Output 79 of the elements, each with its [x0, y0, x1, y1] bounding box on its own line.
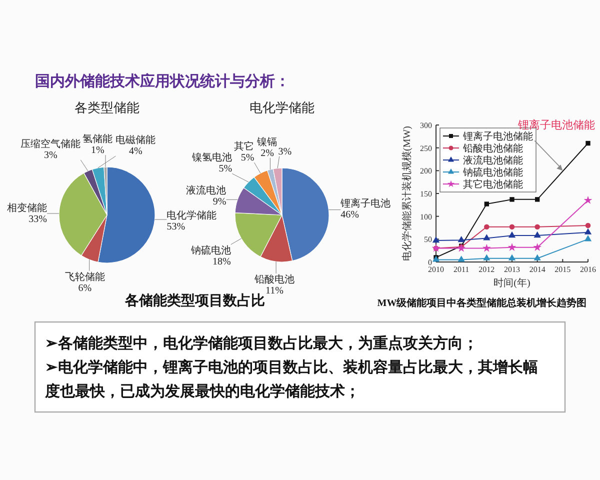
y-axis-title: 电化学储能累计装机规模(MW) — [401, 126, 413, 261]
data-label: 53% — [166, 222, 186, 233]
text: 各储能类型项目数占比 — [124, 293, 265, 309]
legend-label: 液流电池储能 — [463, 154, 523, 166]
text: ➢电化学储能中，锂离子电池的项目数占比、装机容量占比最大，其增长幅度也最快，已成为发展最快的电化学储能技术； — [44, 358, 538, 400]
data-label: 46% — [340, 209, 359, 220]
point — [510, 197, 514, 202]
legend-label: 铅酸电池储能 — [462, 142, 523, 154]
x-tick-label: 2015 — [554, 265, 571, 274]
data-label: 11% — [266, 286, 284, 297]
point — [509, 224, 515, 230]
annotation: 锂离子电池储能 — [517, 118, 596, 132]
x-tick-label: 2014 — [529, 265, 546, 274]
point — [534, 254, 541, 260]
data-label: 33% — [28, 214, 48, 226]
slice-label: 其它 — [234, 140, 254, 153]
point — [534, 224, 540, 230]
text: 国内外储能技术应用状况统计与分析： — [35, 72, 290, 90]
slice-label: 镍镉 — [256, 136, 278, 148]
point — [508, 254, 516, 260]
y-tick-label: 250 — [420, 144, 432, 153]
data-label: 5% — [218, 164, 232, 175]
text: MW级储能项目中各类型储能总装机增长趋势图 — [377, 297, 587, 309]
y-tick-label: 100 — [420, 212, 432, 222]
point — [483, 234, 490, 240]
legend-label: 钠硫电池储能 — [462, 166, 523, 178]
data-label: 3% — [44, 150, 58, 161]
point — [584, 235, 592, 242]
chart-title: 各类型储能 — [74, 100, 140, 115]
slice-label: 镍氢电池 — [191, 152, 232, 164]
x-tick-label: 2013 — [504, 265, 520, 274]
slice-label: 钠硫电池 — [190, 244, 231, 256]
slice-label: 飞轮储能 — [64, 270, 105, 283]
legend-label: 锂离子电池储能 — [462, 130, 533, 142]
y-tick-label: 150 — [420, 190, 432, 198]
point — [508, 231, 516, 238]
slice-label: 相变储能 — [7, 202, 48, 214]
point — [508, 242, 516, 251]
point — [534, 231, 541, 238]
x-tick-label: 2011 — [453, 265, 470, 274]
slice-label: 压缩空气储能 — [20, 138, 81, 150]
point — [432, 236, 440, 243]
text: ➢各储能类型中，电化学储能项目数占比最大，为重点攻关方向； — [45, 334, 478, 352]
data-label: 18% — [212, 256, 231, 268]
x-axis-title: 时间(年) — [494, 277, 530, 289]
slice-label: 氢储能 — [82, 133, 113, 146]
point — [483, 254, 490, 260]
data-label: 9% — [212, 196, 226, 208]
point — [482, 244, 491, 252]
data-label: 2% — [260, 148, 274, 159]
point — [586, 140, 590, 146]
x-tick-label: 2012 — [478, 265, 495, 274]
point — [484, 224, 490, 230]
point — [584, 196, 592, 204]
slice-label: 铅酸电池 — [254, 274, 295, 286]
y-tick-label: 200 — [420, 166, 432, 176]
point — [458, 256, 465, 262]
y-tick-label: 50 — [424, 235, 432, 244]
point — [585, 222, 591, 228]
data-label: 4% — [129, 146, 142, 158]
y-tick-label: 300 — [420, 121, 432, 130]
data-label: 5% — [240, 152, 254, 164]
point — [534, 197, 540, 202]
legend-label: 其它电池储能 — [463, 178, 523, 190]
point — [584, 228, 592, 234]
point — [533, 242, 542, 251]
chart-title: 电化学储能 — [250, 100, 314, 115]
data-label: 3% — [278, 146, 292, 158]
point — [484, 202, 490, 206]
y-tick-label: 0 — [428, 258, 432, 267]
slice-label: 电化学储能 — [166, 210, 217, 222]
x-tick-label: 2016 — [580, 265, 596, 274]
x-tick-label: 2010 — [428, 265, 444, 274]
slice-label: 锂离子电池 — [340, 197, 391, 210]
data-label: 6% — [78, 282, 92, 294]
slice-label: 电磁储能 — [116, 134, 156, 146]
slice-label: 液流电池 — [186, 184, 226, 197]
point — [458, 236, 465, 242]
data-label: 1% — [91, 145, 104, 156]
